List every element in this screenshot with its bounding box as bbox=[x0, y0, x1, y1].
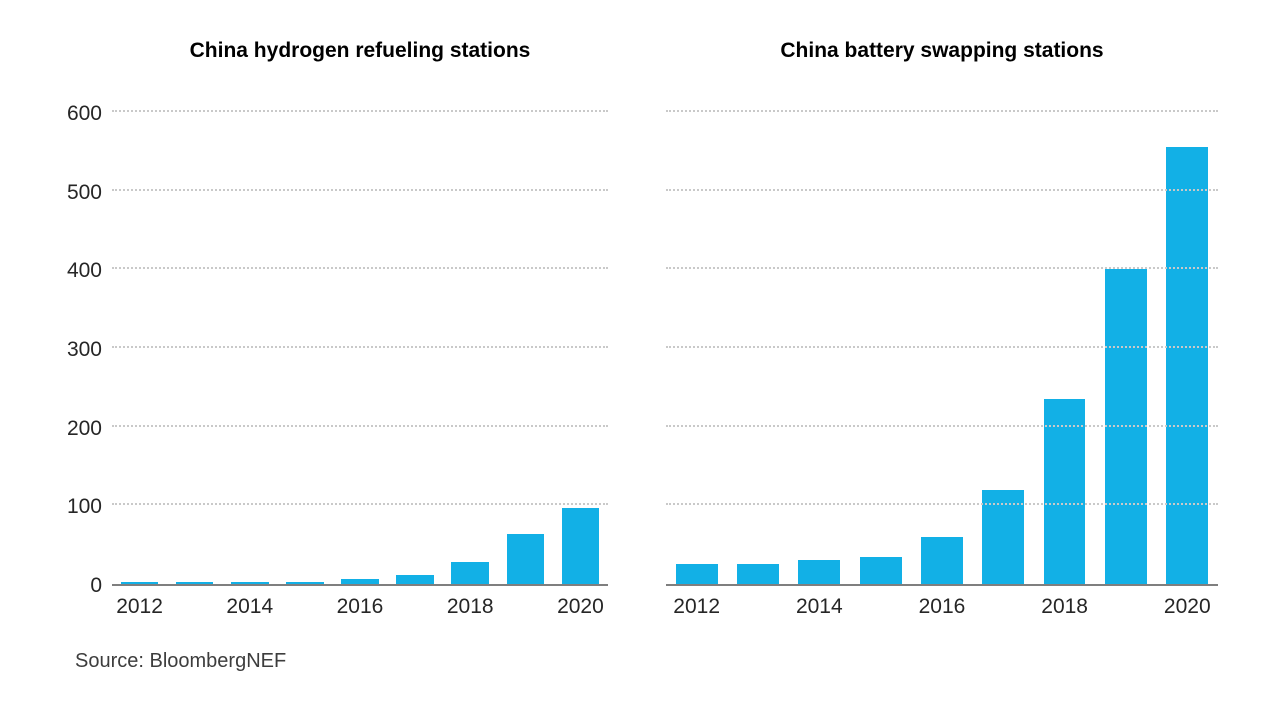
y-tick-label: 600 bbox=[66, 102, 102, 125]
x-tick-label: 2020 bbox=[557, 595, 604, 618]
gridline bbox=[112, 267, 608, 270]
gridline bbox=[112, 188, 608, 191]
y-tick-label: 400 bbox=[66, 259, 102, 283]
bar-slot bbox=[1095, 114, 1156, 584]
x-tick-label: 2014 bbox=[795, 595, 843, 618]
x-tick-label bbox=[1095, 594, 1156, 620]
gridline bbox=[666, 503, 1218, 506]
bar-slot bbox=[973, 114, 1034, 584]
bar-slot bbox=[666, 114, 727, 584]
bar-slot bbox=[850, 114, 911, 584]
y-axis-labels: 0 100 200 300 400 500 600 bbox=[60, 102, 112, 597]
bar-slot bbox=[167, 114, 222, 584]
bar-slot bbox=[498, 114, 553, 584]
x-tick-label: 2016 bbox=[336, 595, 384, 618]
bar-slot bbox=[911, 114, 972, 584]
bar-slot bbox=[553, 114, 608, 584]
y-tick-label: 200 bbox=[66, 416, 102, 440]
bar-slot bbox=[112, 114, 167, 584]
gridline bbox=[112, 503, 608, 506]
chart-title: China hydrogen refueling stations bbox=[189, 39, 531, 62]
bar-2013 bbox=[737, 563, 779, 584]
plot-row bbox=[666, 110, 1218, 586]
x-tick-label: 2020 bbox=[1163, 595, 1211, 618]
chart-battery-swapping: China battery swapping stations 2012 2014… bbox=[666, 38, 1218, 620]
bar-2018 bbox=[451, 561, 489, 584]
x-tick-label bbox=[850, 594, 911, 620]
gridline bbox=[666, 346, 1218, 348]
bar-2016 bbox=[341, 579, 379, 584]
bar-slot bbox=[727, 114, 788, 584]
charts-row: China hydrogen refueling stations 0 100 20… bbox=[60, 38, 1218, 620]
gridline bbox=[666, 188, 1218, 191]
bar-2014 bbox=[231, 582, 269, 584]
gridline bbox=[112, 110, 608, 112]
bar-2015 bbox=[859, 557, 902, 584]
x-tick-label: 2012 bbox=[673, 595, 721, 618]
x-tick-label bbox=[973, 594, 1034, 620]
chart-title: China battery swapping stations bbox=[780, 39, 1104, 62]
gridline bbox=[666, 424, 1218, 427]
bar-2018 bbox=[1043, 399, 1086, 584]
x-tick-label: 2018 bbox=[1041, 595, 1088, 618]
plot-row: 0 100 200 300 400 500 600 bbox=[60, 102, 608, 597]
x-tick-label bbox=[167, 594, 222, 620]
gridline bbox=[112, 424, 608, 427]
y-tick-label: 300 bbox=[66, 338, 102, 361]
bars bbox=[112, 114, 608, 584]
x-tick-label bbox=[498, 594, 553, 620]
x-tick-label: 2016 bbox=[918, 595, 966, 618]
x-tick-label: 2018 bbox=[446, 595, 494, 618]
bar-slot bbox=[443, 114, 498, 584]
gridline bbox=[666, 267, 1218, 270]
y-tick-label: 500 bbox=[66, 180, 102, 204]
bars bbox=[666, 114, 1218, 584]
y-tick-label: 0 bbox=[90, 574, 102, 597]
x-tick-label bbox=[388, 594, 443, 620]
bar-slot bbox=[1157, 114, 1218, 584]
bar-slot bbox=[222, 114, 277, 584]
bar-2015 bbox=[286, 581, 324, 584]
x-tick-label: 2012 bbox=[116, 595, 163, 618]
chart-hydrogen-refueling: China hydrogen refueling stations 0 100 20… bbox=[60, 38, 608, 620]
bar-slot bbox=[277, 114, 332, 584]
gridline bbox=[112, 346, 608, 348]
bar-slot bbox=[332, 114, 387, 584]
bar-slot bbox=[388, 114, 443, 584]
gridline bbox=[666, 110, 1218, 112]
bar-2019 bbox=[506, 533, 545, 584]
bar-slot bbox=[789, 114, 850, 584]
plot-area bbox=[112, 110, 608, 586]
bar-2019 bbox=[1105, 269, 1147, 584]
y-tick-label: 100 bbox=[66, 495, 102, 519]
x-axis-labels: 2012 2014 2016 2018 2020 bbox=[666, 594, 1218, 620]
x-tick-label bbox=[277, 594, 332, 620]
x-tick-label: 2014 bbox=[226, 595, 274, 618]
x-axis-labels: 2012 2014 2016 2018 2020 bbox=[112, 594, 608, 620]
bar-2016 bbox=[921, 536, 963, 584]
bar-2013 bbox=[175, 582, 214, 584]
bar-2017 bbox=[396, 574, 434, 584]
source-attribution: Source: BloombergNEF bbox=[75, 650, 287, 672]
bar-2020 bbox=[1166, 147, 1209, 584]
bar-slot bbox=[1034, 114, 1095, 584]
x-tick-label bbox=[727, 594, 788, 620]
plot-area bbox=[666, 110, 1218, 586]
bar-2020 bbox=[561, 508, 600, 584]
bar-2014 bbox=[798, 560, 841, 584]
bar-2012 bbox=[120, 582, 159, 584]
bar-2012 bbox=[675, 564, 718, 584]
